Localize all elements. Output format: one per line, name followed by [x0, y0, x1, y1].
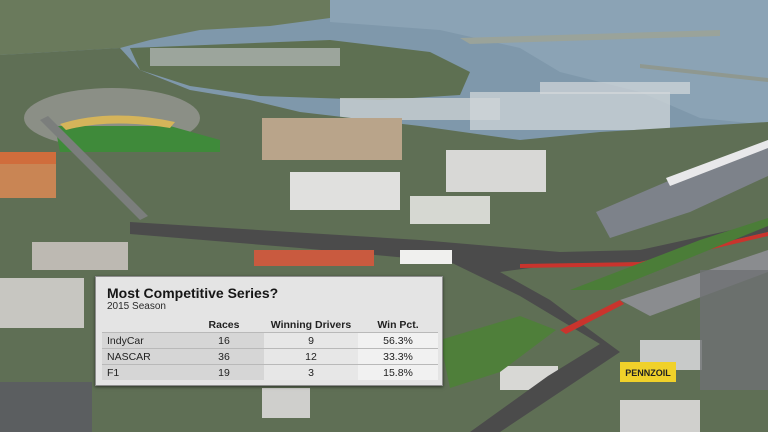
track-barrier-red-2 [560, 300, 624, 334]
infield-grass-2 [440, 316, 556, 388]
ballpark-field [55, 126, 220, 152]
races-value: 16 [184, 332, 264, 349]
pennzoil-sign-text: PENNZOIL [625, 368, 671, 378]
parking-garage [290, 172, 400, 210]
marina-docks-2 [340, 98, 500, 120]
table-row: F1 19 3 15.8% [102, 364, 438, 380]
table-row: IndyCar 16 9 56.3% [102, 332, 438, 349]
parking-lot-bottom [0, 382, 92, 432]
peninsula [460, 30, 720, 44]
parking-lot-right [700, 270, 768, 390]
marina-docks-3 [470, 92, 670, 130]
graphic-title: Most Competitive Series? [107, 285, 279, 301]
winners-value: 12 [264, 348, 358, 365]
column-header-winning-drivers: Winning Drivers [270, 318, 352, 331]
column-header-win-pct: Win Pct. [377, 318, 419, 331]
win-pct-value: 56.3% [358, 332, 438, 349]
column-header-races: Races [208, 318, 240, 331]
building-bottom-right [620, 400, 700, 432]
marina-docks-1 [150, 48, 340, 66]
building-left-low [0, 278, 84, 328]
series-name: NASCAR [102, 348, 184, 365]
hotel-roof [0, 152, 56, 164]
winners-value: 3 [264, 364, 358, 380]
far-shore [0, 0, 330, 55]
stats-graphic: Most Competitive Series? 2015 Season Rac… [95, 276, 443, 386]
building-left [32, 242, 128, 270]
table-row: NASCAR 36 12 33.3% [102, 348, 438, 365]
ballpark-infield [60, 115, 175, 130]
races-value: 19 [184, 364, 264, 380]
winners-value: 9 [264, 332, 358, 349]
marina-docks-4 [540, 82, 690, 94]
museum-building [262, 118, 402, 160]
pit-lane [620, 250, 768, 316]
track-barrier-red [520, 232, 768, 268]
pennzoil-sign [620, 362, 676, 382]
building-bottom [262, 388, 310, 418]
tents-cluster [410, 196, 490, 224]
road-diagonal [40, 116, 148, 220]
grandstand-roof [666, 140, 768, 186]
series-name: IndyCar [102, 332, 184, 349]
column-header-series [102, 317, 184, 333]
win-pct-value: 33.3% [358, 348, 438, 365]
white-building [446, 150, 546, 192]
win-pct-value: 15.8% [358, 364, 438, 380]
hospitality-tent-1 [400, 250, 452, 264]
stats-table: Races Winning Drivers Win Pct. IndyCar 1… [102, 317, 438, 380]
infield-grass [570, 218, 768, 290]
table-header-row: Races Winning Drivers Win Pct. [102, 317, 438, 333]
series-name: F1 [102, 364, 184, 380]
graphic-subtitle: 2015 Season [107, 301, 166, 312]
races-value: 36 [184, 348, 264, 365]
hospitality-tent-2 [254, 250, 374, 266]
breakwater [640, 64, 768, 82]
